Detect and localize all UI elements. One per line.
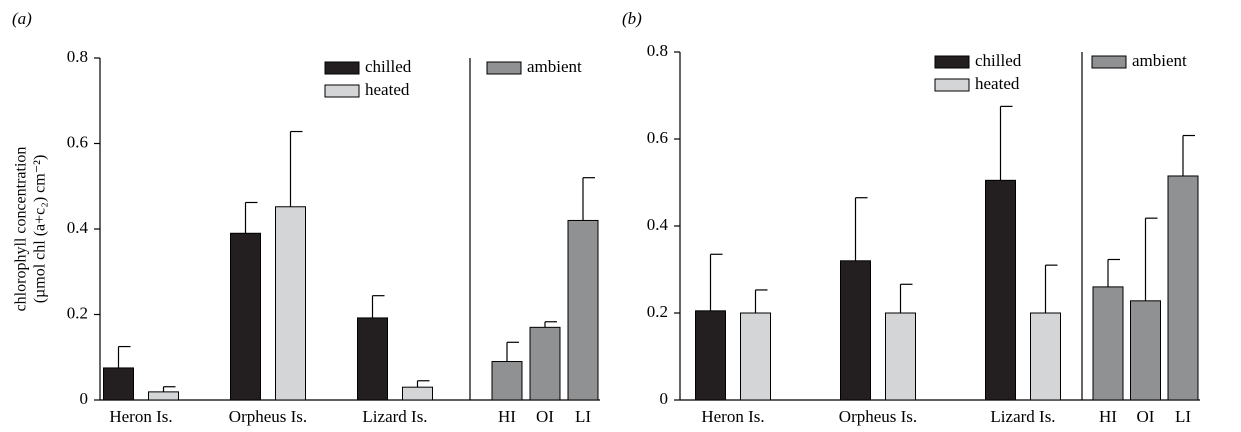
y-tick-label: 0.6 — [647, 128, 668, 147]
x-tick-label: Orpheus Is. — [839, 407, 917, 426]
legend-swatch — [934, 55, 970, 69]
legend-label: chilled — [365, 57, 412, 76]
legend-label: ambient — [1132, 51, 1187, 70]
y-tick-label: 0.8 — [647, 41, 668, 60]
bar — [567, 219, 599, 401]
bar — [740, 312, 771, 401]
bar — [402, 386, 433, 401]
x-tick-label: OI — [1137, 407, 1155, 426]
bar — [985, 179, 1016, 401]
x-tick-label: Lizard Is. — [362, 407, 427, 426]
y-tick-label: 0.8 — [67, 47, 88, 66]
y-tick-label: 0.4 — [647, 215, 669, 234]
legend-swatch — [324, 84, 360, 98]
legend-label: heated — [365, 80, 410, 99]
y-tick-label: 0 — [660, 389, 669, 408]
x-tick-label: OI — [536, 407, 554, 426]
legend-swatch — [934, 78, 970, 92]
y-tick-label: 0.2 — [67, 303, 88, 322]
x-tick-label: Heron Is. — [109, 407, 172, 426]
bar — [103, 367, 134, 401]
x-tick-label: LI — [575, 407, 591, 426]
bar — [695, 310, 726, 401]
bar — [275, 206, 306, 401]
x-tick-label: Lizard Is. — [990, 407, 1055, 426]
bar — [357, 317, 388, 401]
legend-swatch — [1091, 55, 1127, 69]
x-tick-label: HI — [498, 407, 516, 426]
panel-label: (b) — [622, 9, 642, 28]
y-tick-label: 0.4 — [67, 218, 89, 237]
x-tick-label: LI — [1175, 407, 1191, 426]
bar — [1092, 286, 1124, 401]
panel-label: (a) — [12, 9, 32, 28]
y-tick-label: 0 — [80, 389, 89, 408]
bar — [230, 232, 261, 401]
x-tick-label: Heron Is. — [701, 407, 764, 426]
bar — [1130, 300, 1161, 401]
y-tick-label: 0.2 — [647, 302, 668, 321]
legend-swatch — [324, 61, 360, 75]
x-tick-label: Orpheus Is. — [229, 407, 307, 426]
bar — [885, 312, 916, 401]
bar — [1030, 312, 1061, 401]
bar — [491, 361, 523, 401]
y-tick-label: 0.6 — [67, 132, 88, 151]
y-axis-label: chlorophyll concentration — [13, 147, 30, 312]
bar — [1167, 175, 1199, 401]
bar — [529, 326, 561, 401]
legend-label: chilled — [975, 51, 1022, 70]
x-tick-label: HI — [1099, 407, 1117, 426]
y-axis-label: (µmol chl (a+c₂) cm⁻²) — [32, 155, 49, 304]
legend-label: ambient — [527, 57, 582, 76]
legend-label: heated — [975, 74, 1020, 93]
bar — [148, 391, 179, 401]
bar — [840, 260, 871, 401]
legend-swatch — [486, 61, 522, 75]
